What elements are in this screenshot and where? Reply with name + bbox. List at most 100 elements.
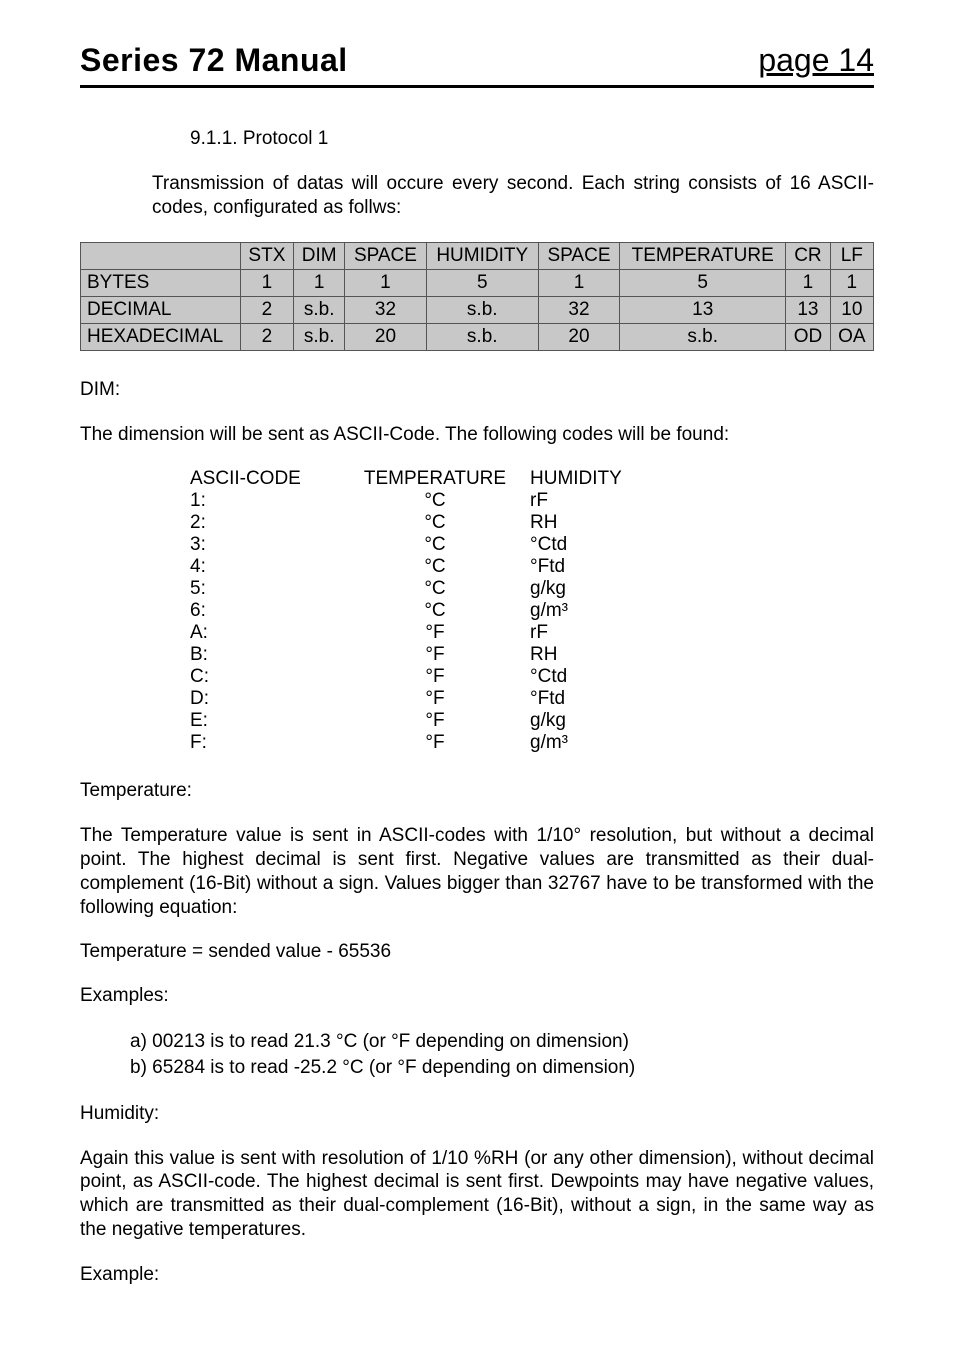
table-header-cell: SPACE [538,242,619,269]
code-cell: A: [190,622,340,644]
code-cell: °C [340,490,530,512]
code-cell: °F [340,710,530,732]
example-item: a) 00213 is to read 21.3 °C (or °F depen… [130,1029,874,1055]
codes-row: 3:°C°Ctd [190,534,660,556]
cell: 1 [294,269,345,296]
example-item: b) 65284 is to read -25.2 °C (or °F depe… [130,1055,874,1081]
cell: 5 [426,269,538,296]
section-heading: 9.1.1. Protocol 1 [190,128,874,150]
code-cell: C: [190,666,340,688]
codes-row: 2:°CRH [190,512,660,534]
code-cell: °C [340,534,530,556]
table-row: BYTES 1 1 1 5 1 5 1 1 [81,269,874,296]
code-cell: °C [340,512,530,534]
doc-title: Series 72 Manual [80,42,348,79]
cell: 10 [830,296,873,323]
table-header-row: STX DIM SPACE HUMIDITY SPACE TEMPERATURE… [81,242,874,269]
cell: 13 [786,296,830,323]
code-cell: 2: [190,512,340,534]
table-header-cell [81,242,241,269]
cell: 1 [830,269,873,296]
code-cell: °F [340,666,530,688]
row-label: DECIMAL [81,296,241,323]
row-label: BYTES [81,269,241,296]
code-cell: °C [340,578,530,600]
codes-row: B:°FRH [190,644,660,666]
table-header-cell: DIM [294,242,345,269]
cell: s.b. [620,323,786,350]
table-row: HEXADECIMAL 2 s.b. 20 s.b. 20 s.b. OD OA [81,323,874,350]
cell: 1 [240,269,293,296]
codes-row: 5:°Cg/kg [190,578,660,600]
codes-row: E:°Fg/kg [190,710,660,732]
cell: 13 [620,296,786,323]
code-cell: °Ctd [530,666,660,688]
code-cell: °F [340,688,530,710]
codes-header: HUMIDITY [530,468,660,490]
code-cell: B: [190,644,340,666]
code-cell: rF [530,490,660,512]
humidity-paragraph: Again this value is sent with resolution… [80,1147,874,1242]
code-cell: °F [340,644,530,666]
cell: s.b. [294,296,345,323]
cell: OA [830,323,873,350]
code-cell: 4: [190,556,340,578]
code-cell: g/kg [530,578,660,600]
cell: 20 [538,323,619,350]
code-cell: RH [530,512,660,534]
cell: s.b. [426,296,538,323]
codes-header: TEMPERATURE [340,468,530,490]
temperature-paragraph: The Temperature value is sent in ASCII-c… [80,824,874,919]
dim-label: DIM: [80,379,874,401]
example-heading: Example: [80,1264,874,1286]
cell: OD [786,323,830,350]
code-cell: F: [190,732,340,754]
cell: 5 [620,269,786,296]
code-cell: g/m³ [530,732,660,754]
cell: 32 [345,296,426,323]
ascii-codes-table: ASCII-CODE TEMPERATURE HUMIDITY 1:°CrF 2… [190,468,660,754]
cell: 1 [538,269,619,296]
codes-row: 4:°C°Ftd [190,556,660,578]
code-cell: 3: [190,534,340,556]
table-header-cell: CR [786,242,830,269]
cell: 32 [538,296,619,323]
table-header-cell: TEMPERATURE [620,242,786,269]
page-header: Series 72 Manual page 14 [80,42,874,88]
code-cell: 6: [190,600,340,622]
code-cell: g/kg [530,710,660,732]
temperature-equation: Temperature = sended value - 65536 [80,941,874,963]
table-header-cell: SPACE [345,242,426,269]
codes-row: F:°Fg/m³ [190,732,660,754]
code-cell: °C [340,556,530,578]
codes-row: C:°F°Ctd [190,666,660,688]
cell: 1 [345,269,426,296]
cell: s.b. [294,323,345,350]
codes-header: ASCII-CODE [190,468,340,490]
code-cell: RH [530,644,660,666]
cell: s.b. [426,323,538,350]
code-cell: °F [340,622,530,644]
codes-header-row: ASCII-CODE TEMPERATURE HUMIDITY [190,468,660,490]
code-cell: °Ftd [530,556,660,578]
code-cell: rF [530,622,660,644]
row-label: HEXADECIMAL [81,323,241,350]
dim-description: The dimension will be sent as ASCII-Code… [80,423,874,447]
cell: 2 [240,296,293,323]
temperature-heading: Temperature: [80,780,874,802]
codes-row: A:°FrF [190,622,660,644]
cell: 20 [345,323,426,350]
examples-heading: Examples: [80,985,874,1007]
table-header-cell: HUMIDITY [426,242,538,269]
code-cell: 5: [190,578,340,600]
code-cell: g/m³ [530,600,660,622]
code-cell: 1: [190,490,340,512]
codes-row: 6:°Cg/m³ [190,600,660,622]
codes-row: D:°F°Ftd [190,688,660,710]
code-cell: °Ctd [530,534,660,556]
codes-row: 1:°CrF [190,490,660,512]
page-number: page 14 [758,42,874,79]
intro-paragraph: Transmission of datas will occure every … [152,172,874,220]
table-header-cell: LF [830,242,873,269]
code-cell: °F [340,732,530,754]
